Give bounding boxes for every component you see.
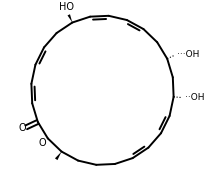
Polygon shape (55, 152, 62, 160)
Text: O: O (38, 138, 46, 148)
Text: ··OH: ··OH (185, 93, 204, 102)
Text: ···OH: ···OH (177, 50, 200, 59)
Text: O: O (19, 123, 26, 133)
Text: HO: HO (59, 2, 74, 12)
Polygon shape (68, 14, 72, 23)
